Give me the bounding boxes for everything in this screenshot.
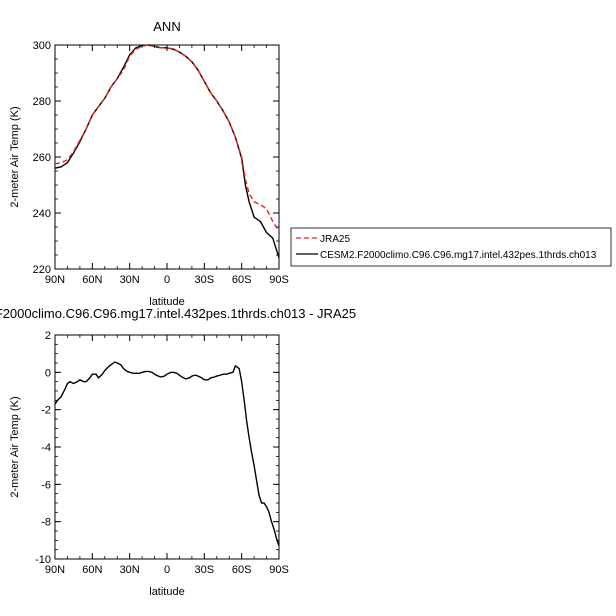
bottom-x-tick-label: 60S	[232, 564, 252, 576]
top-y-tick-label: 240	[33, 208, 51, 220]
bottom-x-tick-label: 0	[164, 564, 170, 576]
bottom-y-tick-label: -6	[41, 479, 51, 491]
legend-label-jra25: JRA25	[320, 234, 350, 245]
bottom-x-tick-label: 60N	[82, 564, 102, 576]
top-x-tick-label: 30S	[195, 274, 215, 286]
top-series-line-1	[54, 44, 280, 259]
bottom-y-tick-label: 2	[45, 330, 51, 342]
bottom-series-group	[54, 361, 280, 547]
top-x-tick-label: 30N	[120, 274, 140, 286]
top-x-tick-label: 60S	[232, 274, 252, 286]
top-x-tick-label: 90N	[45, 274, 65, 286]
top-x-tick-label: 60N	[82, 274, 102, 286]
top-y-tick-label: 280	[33, 96, 51, 108]
top-x-tick-label: 90S	[269, 274, 289, 286]
bottom-x-tick-label: 90N	[45, 564, 65, 576]
bottom-y-tick-label: 0	[45, 367, 51, 379]
bottom-x-tick-label: 30S	[195, 564, 215, 576]
top-x-axis-label: latitude	[149, 296, 184, 308]
bottom-x-axis-label: latitude	[149, 586, 184, 598]
bottom-y-tick-label: -4	[41, 442, 51, 454]
bottom-tick-group: 90N 60N 30N 0 30S 60S 90S -10 -8 -6 -4 -2 0 2	[35, 330, 289, 576]
top-plot-frame	[54, 44, 280, 270]
legend-box	[290, 227, 612, 267]
top-y-tick-label: 260	[33, 152, 51, 164]
top-x-tick-label: 0	[164, 274, 170, 286]
bottom-x-tick-label: 90S	[269, 564, 289, 576]
bottom-series-line-0	[54, 361, 280, 547]
legend-label-cesm2: CESM2.F2000climo.C96.C96.mg17.intel.432p…	[320, 250, 597, 261]
top-panel: ANN 90N 60N 30N 0 30S 60S 90S 220 240 260 280 300 l…	[9, 19, 612, 308]
top-y-tick-label: 300	[33, 40, 51, 52]
bottom-panel: 2.F2000climo.C96.C96.mg17.intel.432pes.1…	[0, 306, 356, 598]
top-series-group	[54, 44, 280, 259]
bottom-chart-title: 2.F2000climo.C96.C96.mg17.intel.432pes.1…	[0, 306, 356, 321]
top-tick-group: 90N 60N 30N 0 30S 60S 90S 220 240 260 280 300	[33, 40, 289, 286]
bottom-plot-frame	[54, 334, 280, 560]
bottom-y-tick-label: -8	[41, 517, 51, 529]
bottom-y-tick-label: -2	[41, 405, 51, 417]
bottom-y-tick-label: -10	[35, 554, 51, 566]
legend: JRA25 CESM2.F2000climo.C96.C96.mg17.inte…	[290, 227, 612, 267]
bottom-x-tick-label: 30N	[120, 564, 140, 576]
bottom-y-axis-label: 2-meter Air Temp (K)	[9, 396, 21, 497]
top-y-tick-label: 220	[33, 264, 51, 276]
top-y-axis-label: 2-meter Air Temp (K)	[9, 106, 21, 207]
top-series-line-0	[54, 44, 280, 232]
top-chart-title: ANN	[153, 19, 180, 34]
